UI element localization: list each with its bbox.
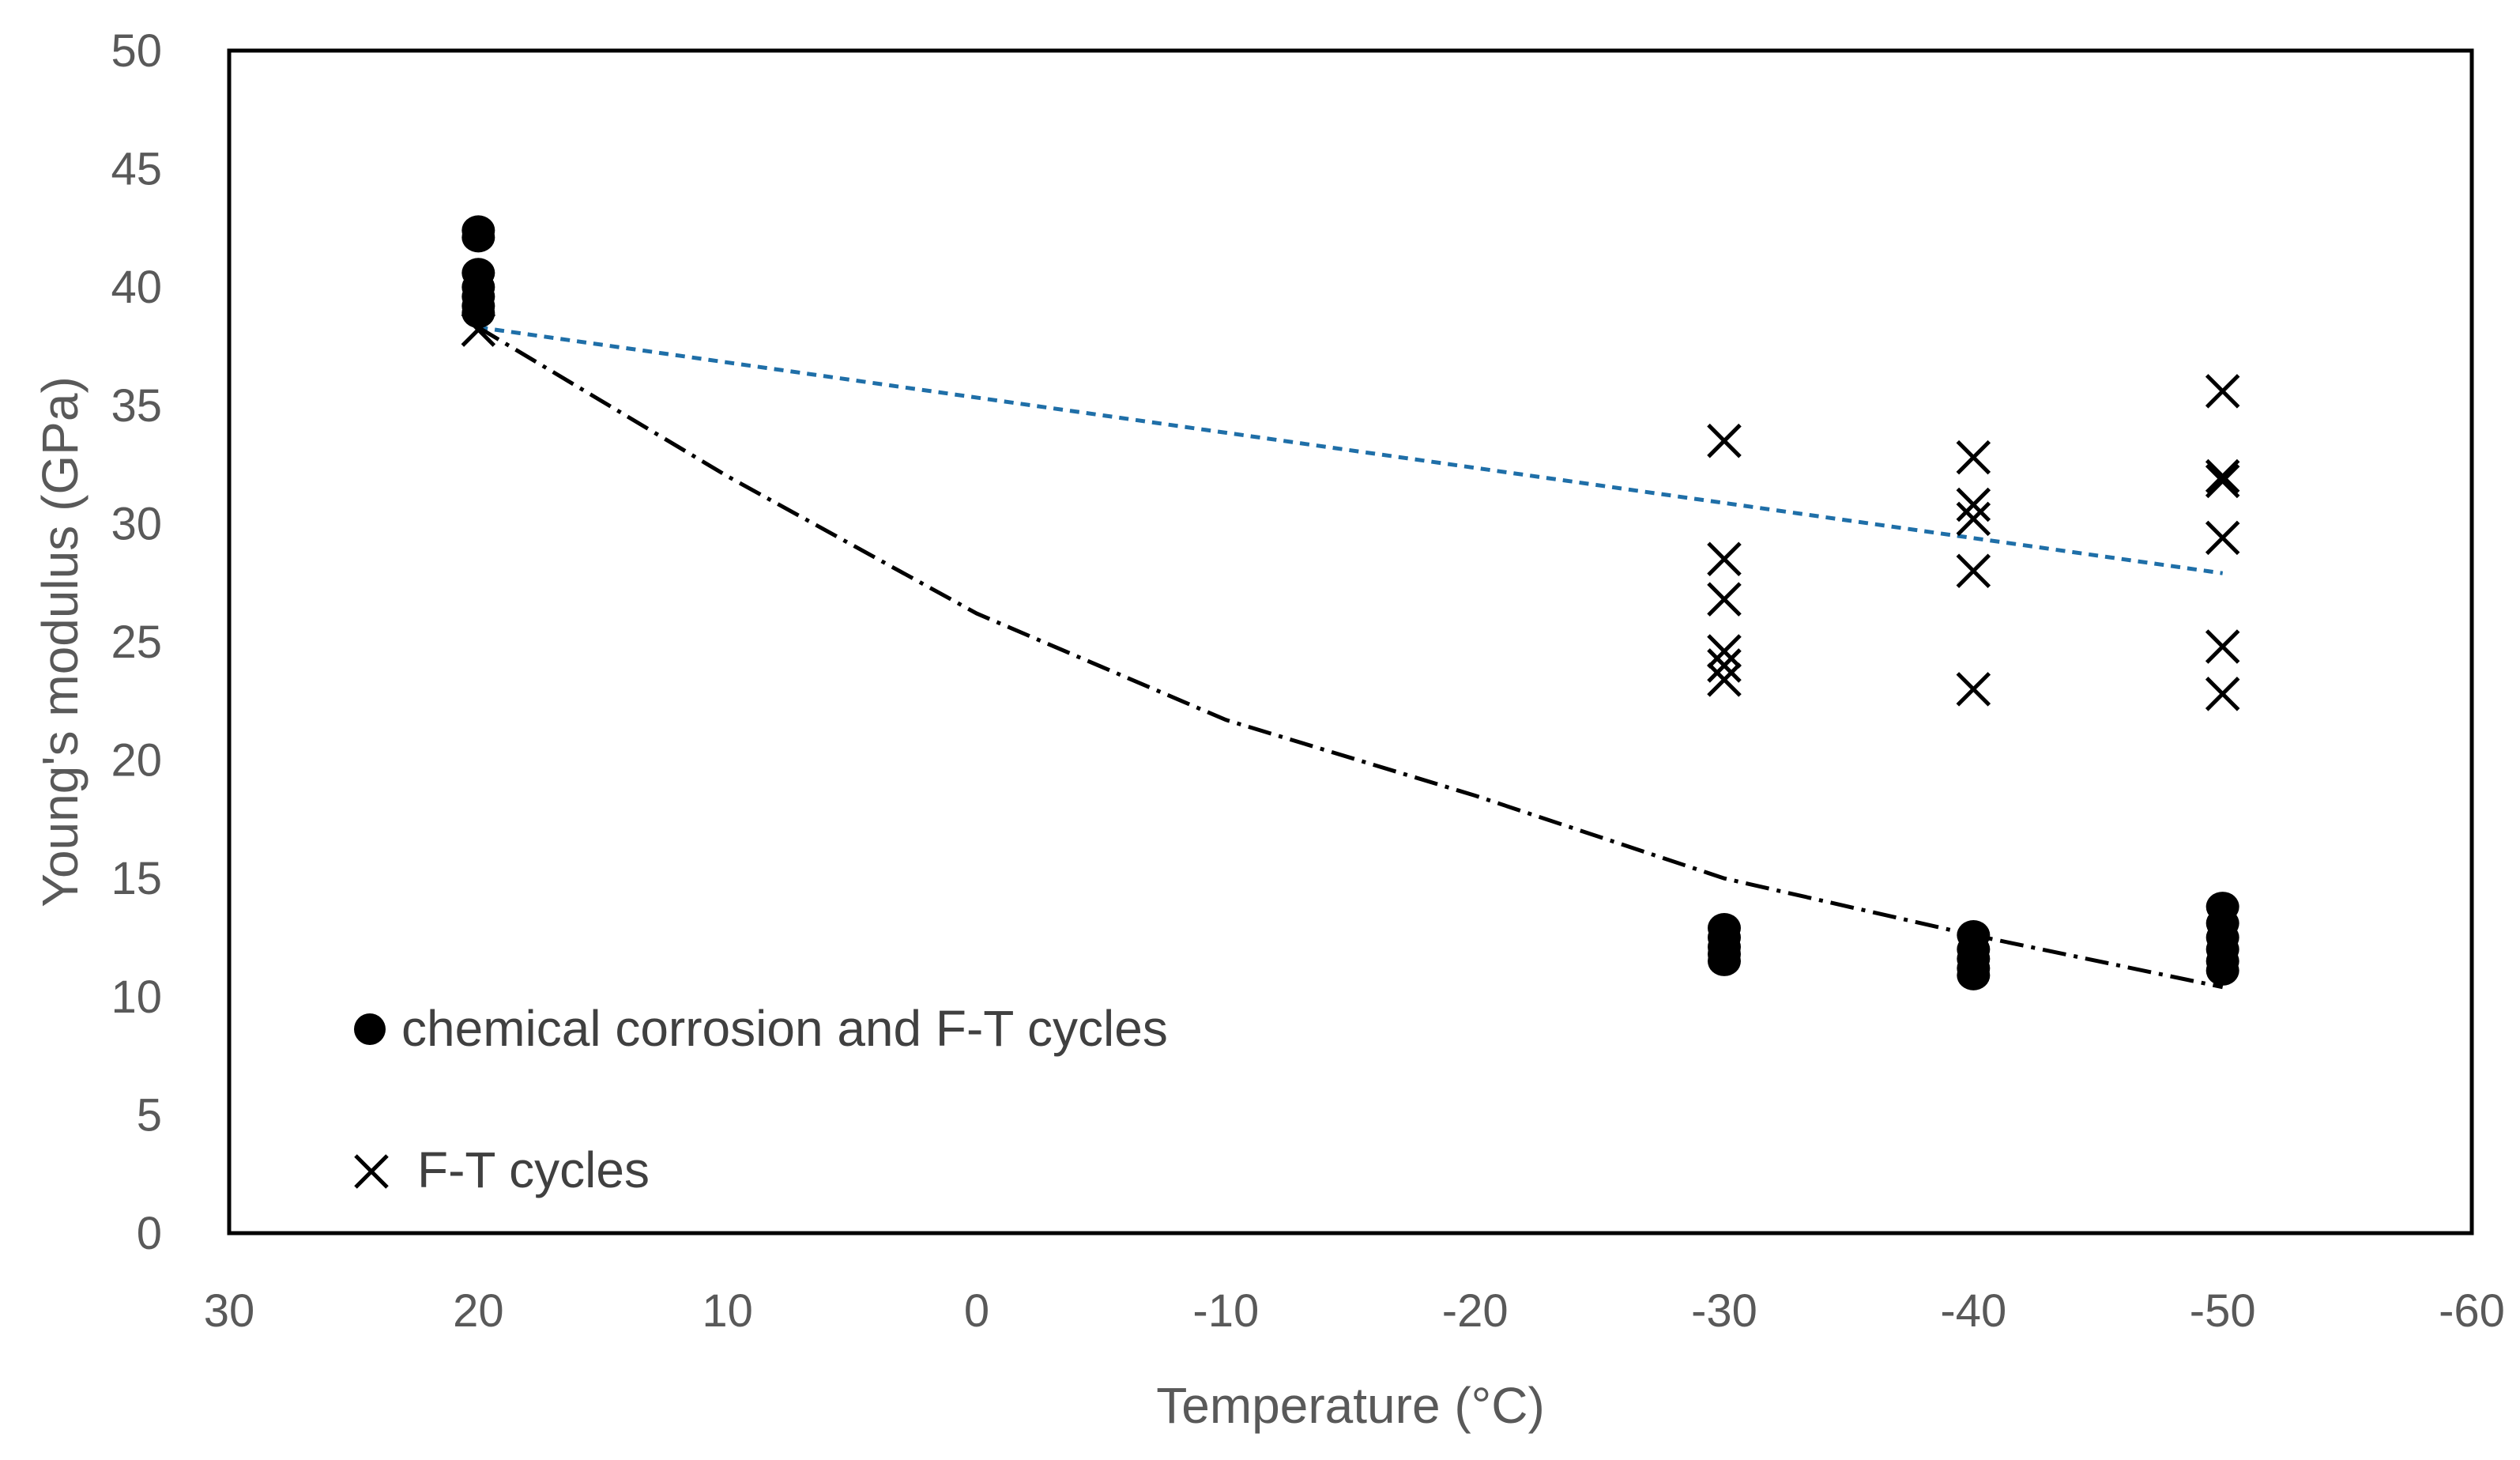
y-axis-title: Young's modulus (GPa) [32,376,89,907]
x-axis-ticks: 30 20 10 0 -10 -20 -30 -40 -50 -60 [204,1285,2505,1337]
data-point-x [2205,374,2240,409]
x-tick-label: -10 [1192,1285,1259,1337]
legend-label-chemical: chemical corrosion and F-T cycles [401,1000,1168,1057]
x-tick-label: 0 [964,1285,989,1337]
data-point-circle [2205,955,2239,986]
y-tick-label: 25 [111,617,162,668]
data-point-x [1707,662,1742,697]
data-point-x [1956,440,1991,475]
data-point-x [1707,541,1742,577]
data-point-x [2205,520,2240,556]
data-point-x [1956,553,1991,589]
data-point-x [461,312,496,347]
y-axis-ticks: 0 5 10 15 20 25 30 35 40 45 50 [111,25,162,1259]
data-point-x [2205,463,2240,499]
plot-area [227,48,2474,1236]
data-point-circle [1708,945,1741,976]
legend-label-ft: F-T cycles [417,1141,650,1198]
x-tick-label: -60 [2439,1285,2505,1337]
data-point-x [1707,634,1742,669]
data-point-x [2205,458,2240,494]
y-tick-label: 45 [111,144,162,195]
legend-marker-circle [354,1013,386,1045]
data-point-x [1956,672,1991,707]
y-tick-label: 40 [111,262,162,313]
trendline-ft-cycles [477,325,2224,575]
data-point-circle [461,222,495,253]
data-point-circle [461,298,495,329]
trendline-chemical-ft [477,325,2224,990]
legend: chemical corrosion and F-T cycles F-T cy… [354,1000,1168,1198]
x-tick-label: 20 [453,1285,504,1337]
y-tick-label: 20 [111,735,162,787]
x-tick-label: -50 [2190,1285,2256,1337]
x-tick-label: 10 [702,1285,753,1337]
x-tick-label: -20 [1442,1285,1509,1337]
x-tick-label: -30 [1691,1285,1757,1337]
x-axis-title: Temperature (°C) [1156,1377,1545,1434]
data-markers [461,215,2240,990]
y-tick-label: 10 [111,971,162,1023]
y-tick-label: 0 [137,1208,162,1259]
data-point-x [2205,629,2240,664]
y-tick-label: 30 [111,498,162,549]
data-point-x [1956,487,1991,523]
legend-marker-x [354,1154,389,1189]
y-tick-label: 50 [111,25,162,77]
data-point-circle [1957,960,1991,990]
y-tick-label: 35 [111,380,162,432]
data-point-x [1956,501,1991,537]
data-point-x [1707,648,1742,683]
y-tick-label: 5 [137,1089,162,1141]
x-tick-label: 30 [204,1285,255,1337]
data-point-x [1707,423,1742,458]
data-point-x [2205,677,2240,711]
data-point-x [1707,582,1742,617]
x-tick-label: -40 [1940,1285,2006,1337]
trendlines [477,325,2224,990]
y-tick-label: 15 [111,853,162,904]
